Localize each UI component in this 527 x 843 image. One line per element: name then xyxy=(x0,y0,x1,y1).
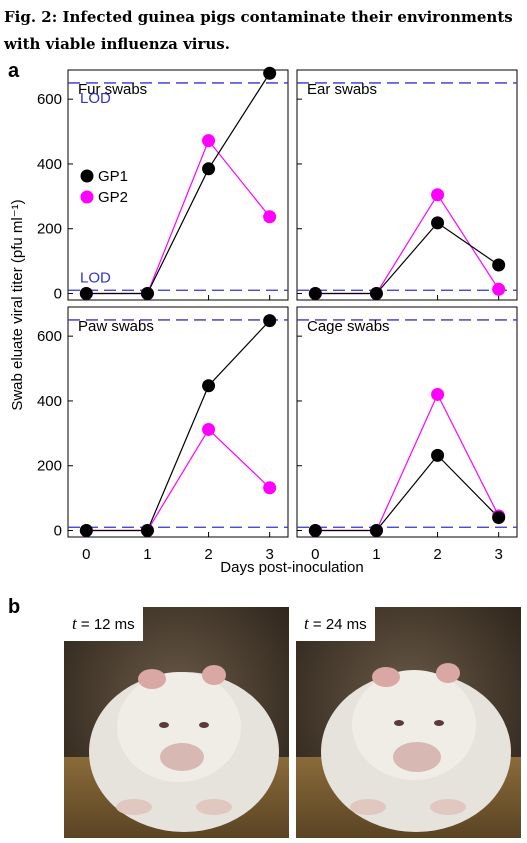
panel-frame-2 xyxy=(296,69,518,301)
data-point-gp1 xyxy=(308,287,322,301)
panel-frame-4 xyxy=(296,306,518,538)
guinea-pig-photo-right xyxy=(296,607,521,838)
y-tick-label: 400 xyxy=(37,393,62,410)
series-line-gp2 xyxy=(86,428,271,532)
legend-marker-gp2 xyxy=(80,190,94,204)
data-point-gp2 xyxy=(202,134,216,148)
data-point-gp1 xyxy=(79,524,93,538)
series-line-gp1 xyxy=(86,72,271,295)
data-point-gp1 xyxy=(263,314,277,328)
x-tick-label: 2 xyxy=(204,546,212,563)
data-point-gp2 xyxy=(263,210,277,224)
panel-frame-3 xyxy=(67,306,289,538)
y-tick-label: 600 xyxy=(37,91,62,108)
y-tick-label: 400 xyxy=(37,156,62,173)
panel-title: Paw swabs xyxy=(78,318,154,335)
data-point-gp1 xyxy=(431,216,445,230)
lod-label-upper: LOD xyxy=(80,90,111,107)
panel-title: Fur swabs xyxy=(78,81,147,98)
data-point-gp2 xyxy=(492,282,506,296)
data-point-gp1 xyxy=(79,287,93,301)
y-tick-label: 200 xyxy=(37,458,62,475)
panel-title: Ear swabs xyxy=(307,81,377,98)
x-tick-label: 1 xyxy=(143,546,151,563)
guinea-pig-photo-left xyxy=(64,607,289,838)
x-tick-label: 1 xyxy=(372,546,380,563)
data-point-gp1 xyxy=(140,287,154,301)
x-tick-label: 0 xyxy=(82,546,90,563)
panel-a-chart: 0 200 400 600 Fur swabs Ear swabs 0 200 400 600 0 1… xyxy=(9,66,518,576)
x-tick-label: 3 xyxy=(265,546,273,563)
figure-caption: Fig. 2: Infected guinea pigs contaminate… xyxy=(4,8,513,53)
panel-a-letter: a xyxy=(8,60,20,82)
y-tick-label: 0 xyxy=(54,523,62,540)
legend-label-gp2: GP2 xyxy=(98,189,128,206)
series-line-gp1 xyxy=(86,320,271,532)
y-tick-label: 200 xyxy=(37,221,62,238)
guinea-pig-image-right xyxy=(296,607,521,838)
series-line-gp2 xyxy=(315,193,500,295)
x-axis-label: Days post-inoculation xyxy=(220,559,363,576)
series-line-gp2 xyxy=(86,139,271,295)
x-tick-label: 2 xyxy=(433,546,441,563)
data-point-gp1 xyxy=(369,287,383,301)
data-point-gp2 xyxy=(431,387,445,401)
y-axis-label: Swab eluate viral titer (pfu ml⁻¹) xyxy=(9,199,26,410)
data-point-gp2 xyxy=(263,481,277,495)
x-tick-label: 0 xyxy=(311,546,319,563)
lod-label-lower: LOD xyxy=(80,269,111,286)
data-point-gp1 xyxy=(140,524,154,538)
panel-b-letter: b xyxy=(8,596,21,618)
y-tick-label: 0 xyxy=(54,286,62,303)
data-point-gp1 xyxy=(369,524,383,538)
x-tick-label: 3 xyxy=(494,546,502,563)
data-point-gp1 xyxy=(308,524,322,538)
data-point-gp1 xyxy=(202,162,216,176)
y-tick-label: 600 xyxy=(37,328,62,345)
legend-marker-gp1 xyxy=(80,169,94,183)
photo-right-time-label: t = 24 ms xyxy=(296,607,375,641)
data-point-gp1 xyxy=(431,448,445,462)
panel-frame-1 xyxy=(67,69,289,301)
series-line-gp2 xyxy=(315,393,500,532)
series-line-gp1 xyxy=(315,222,500,295)
photo-left-time-label: t = 12 ms xyxy=(64,607,143,641)
series-line-gp1 xyxy=(315,454,500,532)
data-point-gp1 xyxy=(202,379,216,393)
panel-title: Cage swabs xyxy=(307,318,390,335)
data-point-gp2 xyxy=(431,188,445,202)
legend-label-gp1: GP1 xyxy=(98,168,128,185)
data-point-gp1 xyxy=(263,66,277,80)
data-point-gp2 xyxy=(202,422,216,436)
data-point-gp1 xyxy=(492,258,506,272)
data-point-gp1 xyxy=(492,511,506,525)
guinea-pig-image-left xyxy=(64,607,289,838)
